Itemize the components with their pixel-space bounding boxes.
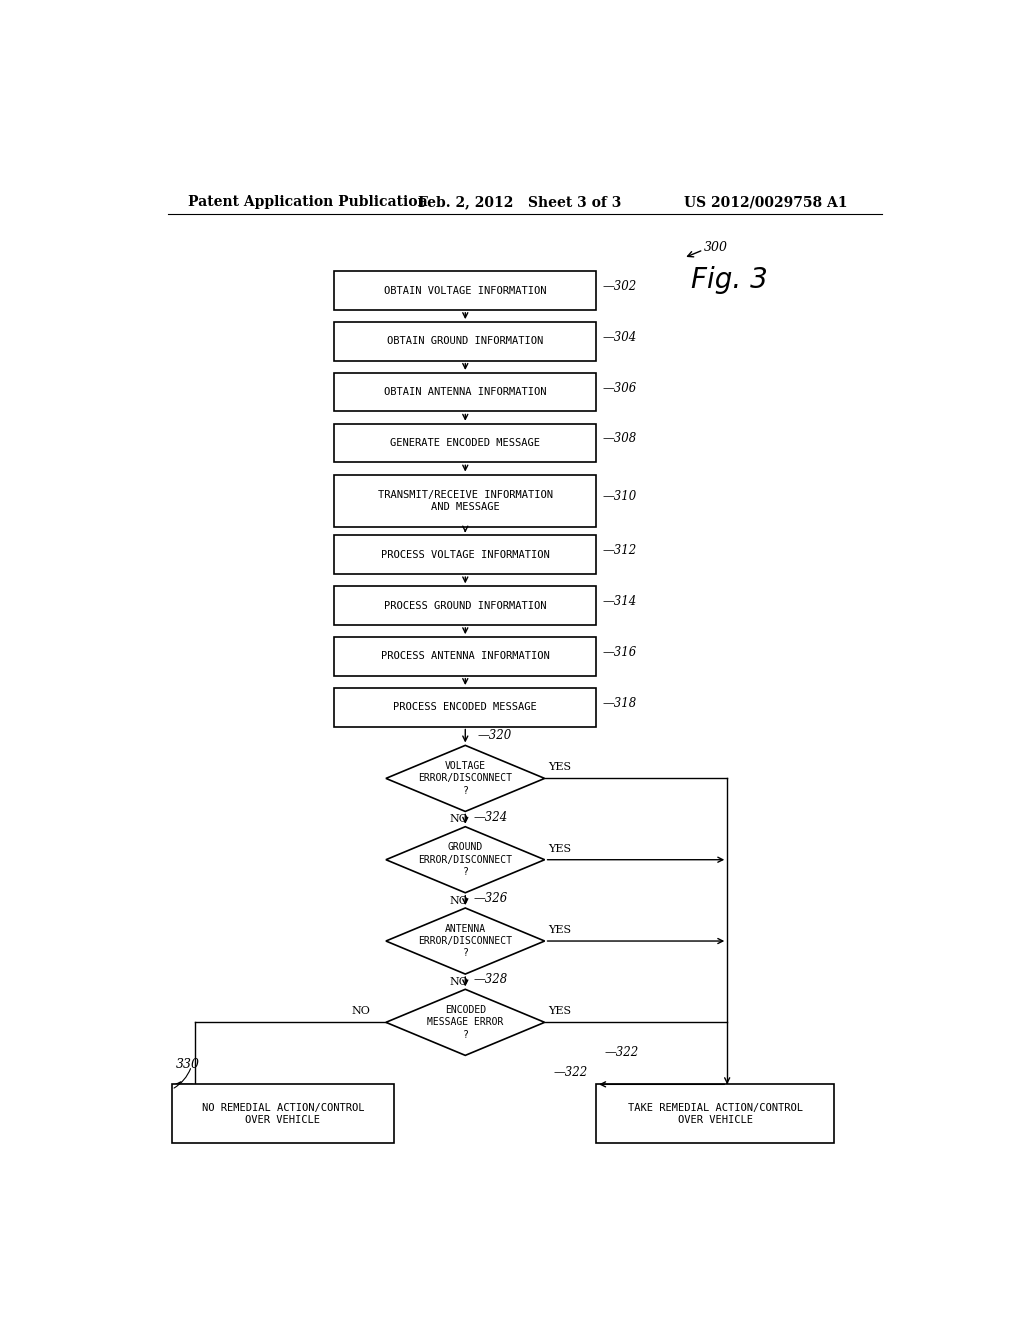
Text: VOLTAGE
ERROR/DISCONNECT
?: VOLTAGE ERROR/DISCONNECT ? [418, 762, 512, 796]
Polygon shape [386, 826, 545, 892]
Text: PROCESS GROUND INFORMATION: PROCESS GROUND INFORMATION [384, 601, 547, 611]
Bar [334, 372, 596, 412]
Bar [334, 586, 596, 624]
Bar [334, 271, 596, 310]
Text: —328: —328 [473, 973, 508, 986]
Text: ENCODED
MESSAGE ERROR
?: ENCODED MESSAGE ERROR ? [427, 1005, 504, 1040]
Text: NO: NO [450, 896, 468, 906]
Text: NO: NO [450, 814, 468, 825]
Text: US 2012/0029758 A1: US 2012/0029758 A1 [684, 195, 847, 209]
Text: Patent Application Publication: Patent Application Publication [187, 195, 427, 209]
Text: —312: —312 [602, 544, 637, 557]
Text: ANTENNA
ERROR/DISCONNECT
?: ANTENNA ERROR/DISCONNECT ? [418, 924, 512, 958]
Text: TRANSMIT/RECEIVE INFORMATION
AND MESSAGE: TRANSMIT/RECEIVE INFORMATION AND MESSAGE [378, 490, 553, 512]
Text: GROUND
ERROR/DISCONNECT
?: GROUND ERROR/DISCONNECT ? [418, 842, 512, 876]
Text: —316: —316 [602, 645, 637, 659]
Text: PROCESS ANTENNA INFORMATION: PROCESS ANTENNA INFORMATION [381, 652, 550, 661]
Text: PROCESS ENCODED MESSAGE: PROCESS ENCODED MESSAGE [393, 702, 538, 713]
Text: 300: 300 [703, 242, 727, 255]
Text: PROCESS VOLTAGE INFORMATION: PROCESS VOLTAGE INFORMATION [381, 550, 550, 560]
Text: Feb. 2, 2012   Sheet 3 of 3: Feb. 2, 2012 Sheet 3 of 3 [418, 195, 621, 209]
Bar [334, 424, 596, 462]
Text: YES: YES [549, 1006, 571, 1016]
Text: —302: —302 [602, 280, 637, 293]
Text: —306: —306 [602, 381, 637, 395]
Bar [334, 688, 596, 726]
Bar [334, 474, 596, 528]
Text: —310: —310 [602, 490, 637, 503]
Text: NO REMEDIAL ACTION/CONTROL
OVER VEHICLE: NO REMEDIAL ACTION/CONTROL OVER VEHICLE [202, 1102, 364, 1125]
Text: —324: —324 [473, 810, 508, 824]
Bar [334, 536, 596, 574]
Bar [334, 322, 596, 360]
Text: —304: —304 [602, 331, 637, 343]
Text: YES: YES [549, 925, 571, 935]
Text: OBTAIN GROUND INFORMATION: OBTAIN GROUND INFORMATION [387, 337, 544, 346]
Text: OBTAIN ANTENNA INFORMATION: OBTAIN ANTENNA INFORMATION [384, 387, 547, 397]
Text: 330: 330 [176, 1057, 200, 1071]
Bar [172, 1084, 394, 1143]
Text: —326: —326 [473, 892, 508, 906]
Polygon shape [386, 989, 545, 1056]
Polygon shape [386, 908, 545, 974]
Text: —320: —320 [477, 730, 511, 742]
Text: —314: —314 [602, 595, 637, 609]
Text: TAKE REMEDIAL ACTION/CONTROL
OVER VEHICLE: TAKE REMEDIAL ACTION/CONTROL OVER VEHICL… [628, 1102, 803, 1125]
Text: —322: —322 [604, 1045, 638, 1059]
Text: GENERATE ENCODED MESSAGE: GENERATE ENCODED MESSAGE [390, 438, 541, 447]
Polygon shape [386, 746, 545, 812]
Text: Fig. 3: Fig. 3 [691, 267, 768, 294]
Text: —308: —308 [602, 433, 637, 445]
Text: —322: —322 [554, 1065, 588, 1078]
Text: NO: NO [450, 977, 468, 987]
Text: YES: YES [549, 763, 571, 772]
Text: OBTAIN VOLTAGE INFORMATION: OBTAIN VOLTAGE INFORMATION [384, 285, 547, 296]
Text: NO: NO [351, 1006, 370, 1016]
Bar [334, 638, 596, 676]
Bar [596, 1084, 835, 1143]
Text: YES: YES [549, 843, 571, 854]
Text: —318: —318 [602, 697, 637, 710]
